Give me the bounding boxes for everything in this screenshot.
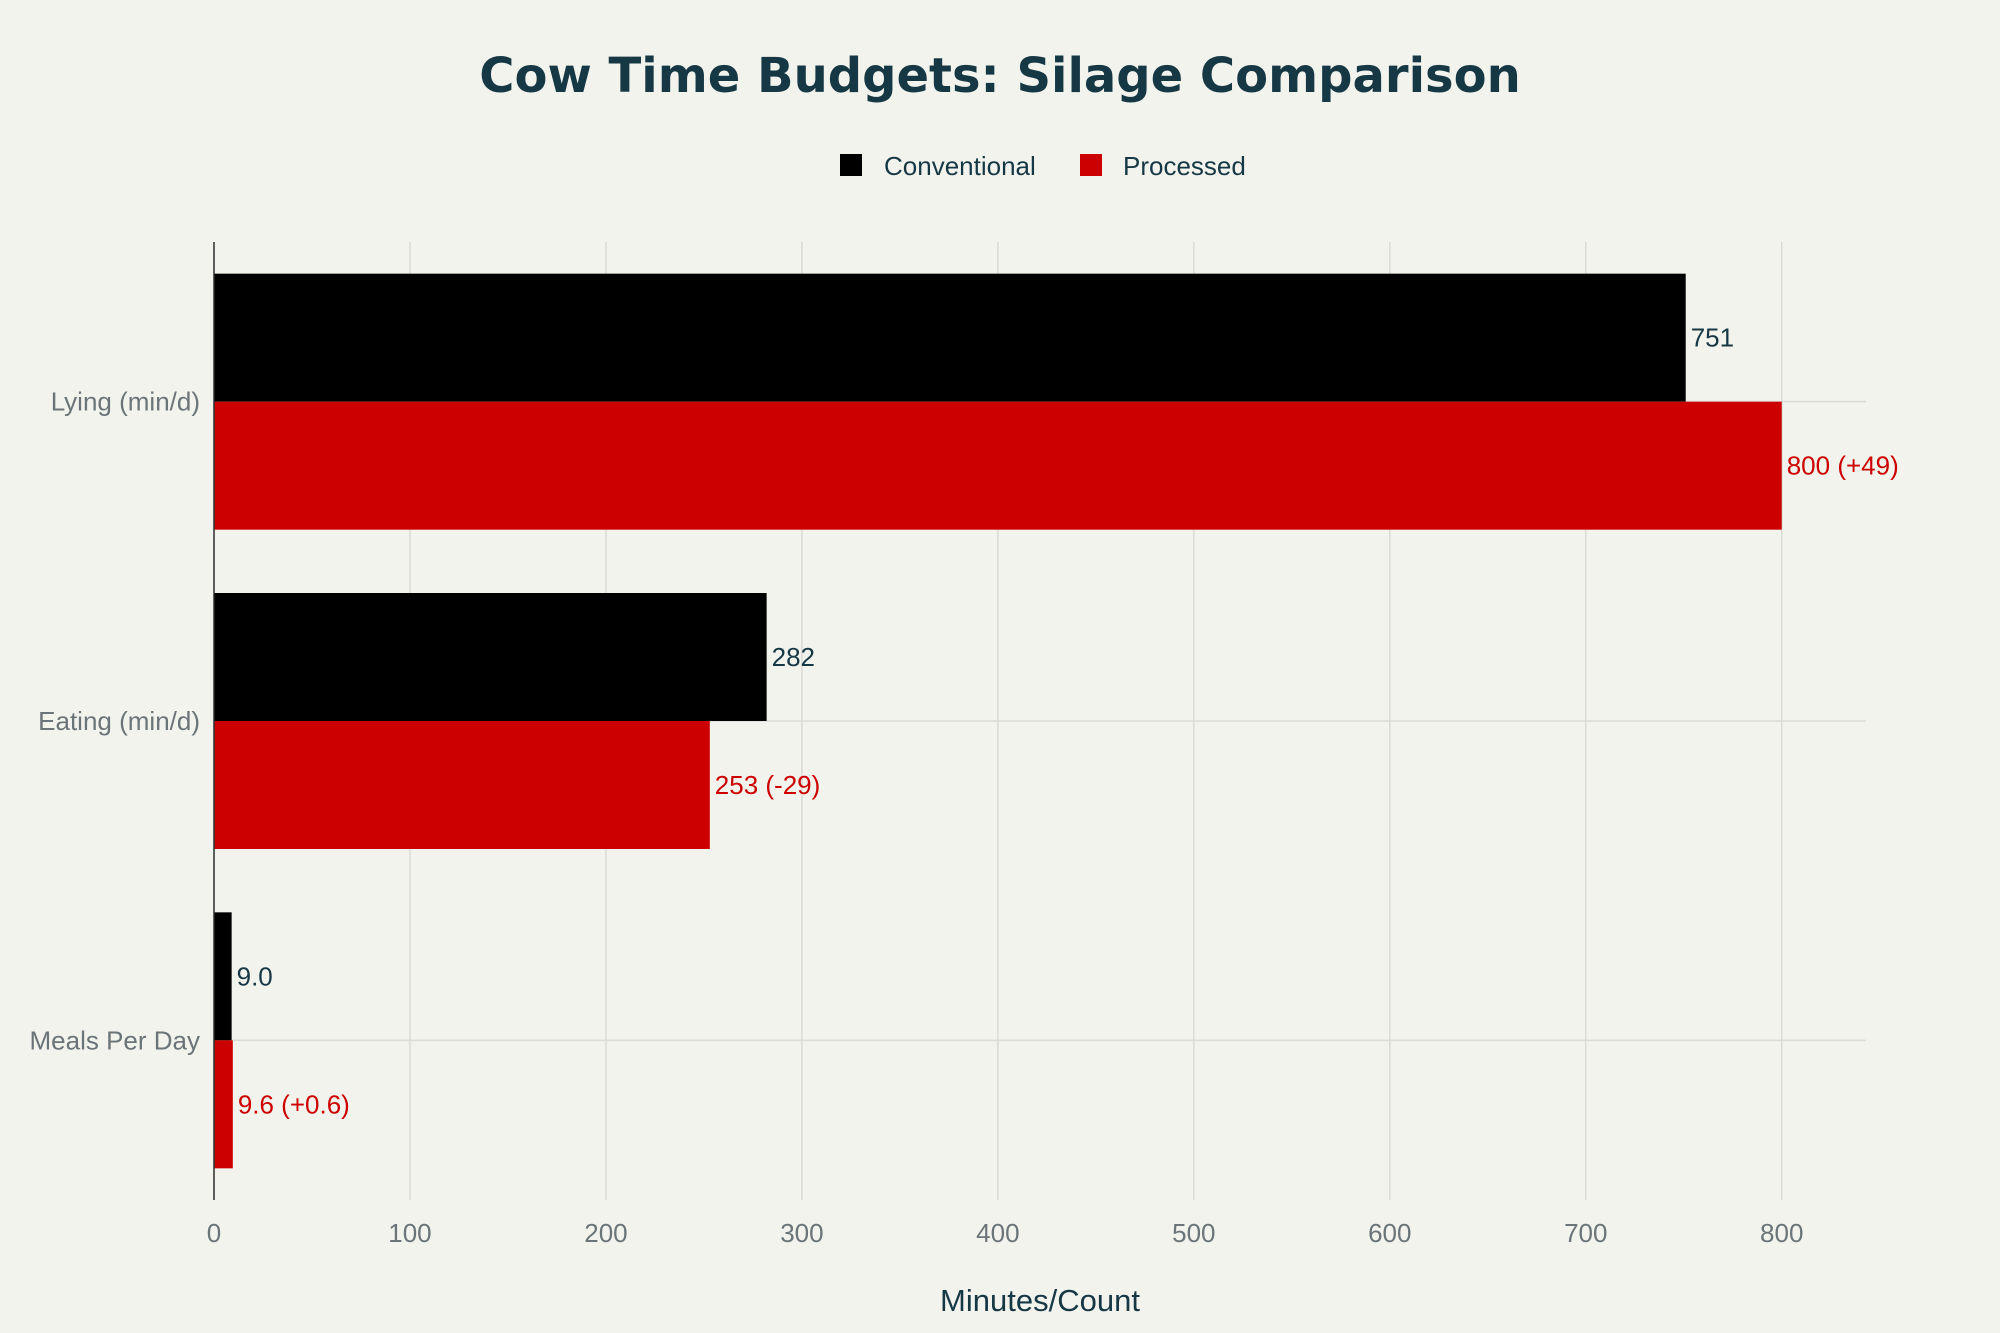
y-tick-label: Lying (min/d): [51, 387, 200, 417]
legend-label-conventional: Conventional: [884, 151, 1036, 181]
x-tick-label: 500: [1172, 1218, 1215, 1248]
y-tick-label: Meals Per Day: [30, 1025, 201, 1055]
bar-conventional-eating-min-d: [214, 593, 767, 721]
x-axis-title: Minutes/Count: [940, 1283, 1140, 1318]
x-tick-label: 200: [584, 1218, 627, 1248]
legend-swatch-conventional: [840, 154, 862, 176]
legend-label-processed: Processed: [1123, 151, 1246, 181]
x-tick-label: 800: [1760, 1218, 1803, 1248]
data-label-processed-eating-min-d: 253 (-29): [715, 770, 821, 800]
bar-processed-eating-min-d: [214, 721, 710, 849]
data-label-processed-lying-min-d: 800 (+49): [1787, 451, 1899, 481]
x-tick-label: 100: [388, 1218, 431, 1248]
x-tick-label: 0: [207, 1218, 221, 1248]
bar-processed-lying-min-d: [214, 401, 1782, 530]
x-tick-label: 700: [1564, 1218, 1607, 1248]
bar-processed-meals-per-day: [214, 1040, 233, 1169]
x-tick-label: 300: [780, 1218, 823, 1248]
x-tick-label: 600: [1368, 1218, 1411, 1248]
data-labels: 751 800 (+49) 282 253 (-29) 9.0 9.6 (+0.6): [237, 323, 1899, 1120]
x-axis-ticks: 0 100 200 300 400 500 600 700 800: [207, 1218, 1804, 1248]
data-label-conventional-lying-min-d: 751: [1691, 323, 1734, 353]
y-tick-label: Eating (min/d): [38, 706, 200, 736]
bar-conventional-lying-min-d: [214, 273, 1686, 402]
data-label-conventional-eating-min-d: 282: [772, 642, 815, 672]
chart-title: Cow Time Budgets: Silage Comparison: [479, 48, 1521, 104]
x-tick-label: 400: [976, 1218, 1019, 1248]
legend: Conventional Processed: [840, 151, 1246, 181]
bar-conventional-meals-per-day: [214, 912, 232, 1041]
y-axis-ticks: Lying (min/d) Eating (min/d) Meals Per Day: [30, 387, 201, 1056]
legend-swatch-processed: [1080, 154, 1102, 176]
data-label-processed-meals-per-day: 9.6 (+0.6): [238, 1089, 350, 1119]
bars: [214, 273, 1782, 1169]
data-label-conventional-meals-per-day: 9.0: [237, 961, 273, 991]
